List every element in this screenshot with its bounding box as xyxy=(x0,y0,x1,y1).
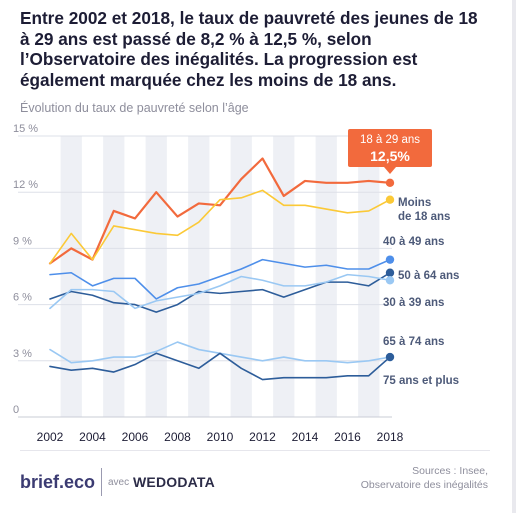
series-line xyxy=(49,341,391,364)
grid-band xyxy=(273,136,295,417)
with-label: avec xyxy=(108,477,130,488)
x-tick-label: 2008 xyxy=(164,430,191,444)
series-line xyxy=(49,258,391,300)
y-tick-label: 15 % xyxy=(13,123,38,135)
callout-box xyxy=(348,129,432,167)
x-tick-label: 2002 xyxy=(37,430,64,444)
series-end-point xyxy=(385,195,395,204)
sources-line-1: Sources : Insee, xyxy=(412,465,488,477)
y-tick-label: 12 % xyxy=(13,179,38,191)
series-label: 65 à 74 ans xyxy=(383,336,444,348)
x-tick-label: 2006 xyxy=(122,430,149,444)
series-end-point xyxy=(385,276,395,285)
series-end-point xyxy=(385,268,395,277)
series-line xyxy=(48,157,392,265)
x-tick-label: 2012 xyxy=(249,430,276,444)
grid-band xyxy=(60,136,82,417)
y-tick-label: 6 % xyxy=(13,292,32,304)
chart-subtitle: Évolution du taux de pauvreté selon l’âg… xyxy=(20,101,249,115)
series-end-point xyxy=(385,178,395,188)
x-tick-label: 2018 xyxy=(377,430,404,444)
callout-pointer xyxy=(384,167,396,174)
grid-band xyxy=(188,136,210,417)
series-end-point xyxy=(385,255,395,264)
headline: Entre 2002 et 2018, le taux de pauvreté … xyxy=(20,8,478,90)
sources-line-2: Observatoire des inégalités xyxy=(360,479,488,491)
series-label: 75 ans et plus xyxy=(383,375,459,387)
series-label: 50 à 64 ans xyxy=(398,270,459,282)
y-tick-label: 0 xyxy=(13,404,19,416)
series-label: 30 à 39 ans xyxy=(383,297,444,309)
series-line xyxy=(49,273,391,310)
series-line xyxy=(49,271,391,313)
series-line xyxy=(49,189,391,265)
x-tick-label: 2004 xyxy=(79,430,106,444)
x-tick-label: 2014 xyxy=(292,430,319,444)
brand-logo[interactable]: brief.eco xyxy=(20,472,96,492)
y-tick-label: 3 % xyxy=(13,348,32,360)
x-tick-label: 2010 xyxy=(207,430,234,444)
series-label: Moins xyxy=(398,197,431,209)
footer-divider xyxy=(20,450,490,451)
grid-band xyxy=(145,136,167,417)
sources-note: Sources : Insee, Observatoire des inégal… xyxy=(361,464,488,492)
series-label: 40 à 49 ans xyxy=(383,236,444,248)
x-tick-label: 2016 xyxy=(334,430,361,444)
callout-label: 18 à 29 ans xyxy=(360,134,420,146)
y-tick-label: 9 % xyxy=(13,235,32,247)
partner-logo[interactable]: WEDODATA xyxy=(133,474,215,490)
frame-edge xyxy=(512,0,516,513)
series-line xyxy=(49,352,391,381)
callout-value: 12,5% xyxy=(370,148,410,164)
brand-divider xyxy=(101,468,102,496)
line-chart: 0 3 % 6 % 9 % 12 % 15 % 2002 2004 2006 2008 2010 20… xyxy=(13,123,459,444)
series-label: de 18 ans xyxy=(398,211,450,223)
grid-band xyxy=(315,136,337,417)
grid-band xyxy=(103,136,125,417)
series-end-point xyxy=(385,352,395,362)
